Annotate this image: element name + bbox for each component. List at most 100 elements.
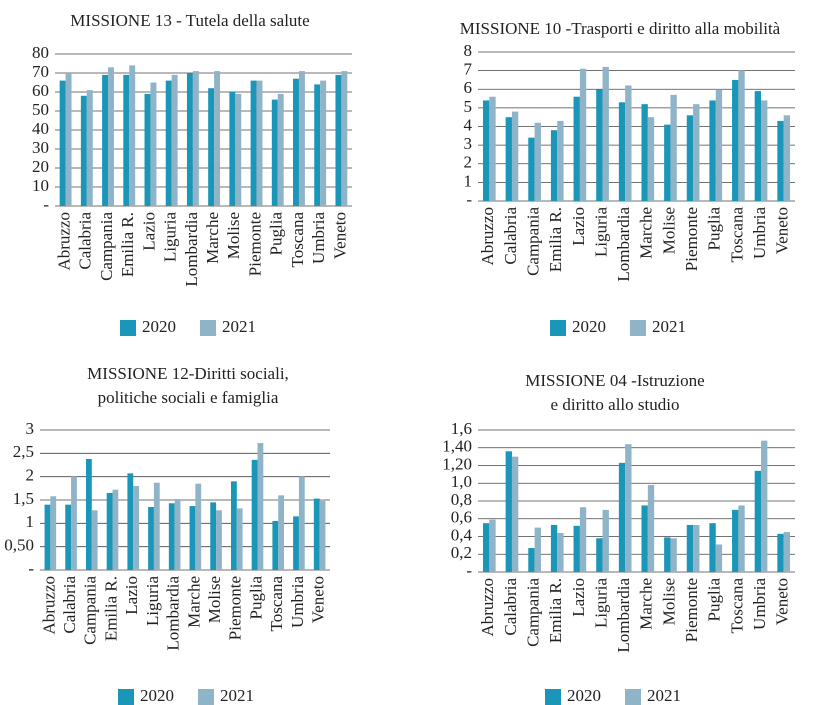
bar xyxy=(44,504,51,570)
y-tick-label: 70 xyxy=(32,62,49,81)
legend-label: 2020 xyxy=(567,686,601,705)
bar xyxy=(670,538,677,572)
bar xyxy=(534,527,541,572)
legend-swatch xyxy=(200,320,216,336)
y-tick-label: 2 xyxy=(26,466,35,485)
y-tick-label: 1,20 xyxy=(442,454,472,473)
x-tick-label: Lazio xyxy=(122,576,141,615)
x-tick-label: Emilia R. xyxy=(118,212,137,277)
bar xyxy=(550,130,558,201)
bar xyxy=(573,96,580,201)
bar xyxy=(783,532,791,572)
legend-label: 2021 xyxy=(652,317,686,336)
x-tick-label: Liguria xyxy=(143,576,162,626)
bar xyxy=(709,523,716,572)
x-tick-label: Lombardia xyxy=(182,212,201,287)
bar xyxy=(664,537,671,572)
legend-swatch xyxy=(550,320,566,336)
bar xyxy=(528,548,535,572)
y-tick-label: 10 xyxy=(32,176,49,195)
x-tick-label: Lazio xyxy=(139,212,158,251)
x-tick-label: Puglia xyxy=(267,212,286,256)
y-tick-label: 30 xyxy=(32,138,49,157)
y-tick-label: 2,5 xyxy=(13,442,34,461)
bar xyxy=(186,73,193,206)
x-tick-label: Puglia xyxy=(705,578,724,622)
bar xyxy=(641,505,648,572)
x-tick-label: Toscana xyxy=(727,207,746,263)
x-tick-label: Molise xyxy=(224,212,243,259)
y-tick-label: 6 xyxy=(464,78,473,97)
x-tick-label: Liguria xyxy=(591,578,610,628)
bar xyxy=(85,458,92,570)
bar xyxy=(693,524,700,572)
bar xyxy=(738,70,745,201)
bar xyxy=(511,111,519,201)
bar xyxy=(602,66,609,202)
x-tick-label: Piemonte xyxy=(226,576,245,640)
bar xyxy=(320,80,327,206)
legend-label: 2020 xyxy=(142,317,176,336)
y-tick-label: 4 xyxy=(464,115,473,134)
bar xyxy=(314,84,321,206)
bar xyxy=(171,74,178,207)
bar xyxy=(618,462,626,572)
x-tick-label: Abruzzo xyxy=(478,578,497,637)
y-tick-label: 2 xyxy=(464,153,473,172)
x-tick-label: Liguria xyxy=(161,212,180,262)
bar xyxy=(761,100,768,201)
x-tick-label: Umbria xyxy=(288,576,307,628)
bar xyxy=(129,65,136,207)
x-tick-label: Veneto xyxy=(330,212,349,259)
legend-label: 2020 xyxy=(572,317,606,336)
x-tick-label: Lazio xyxy=(569,578,588,617)
bar xyxy=(715,544,723,572)
x-tick-label: Abruzzo xyxy=(39,576,58,635)
y-tick-label: 1,6 xyxy=(451,419,472,438)
x-tick-label: Umbria xyxy=(750,578,769,630)
legend-swatch xyxy=(630,320,646,336)
x-tick-label: Piemonte xyxy=(245,212,264,276)
bar xyxy=(686,115,694,201)
x-tick-label: Emilia R. xyxy=(101,576,120,641)
bar xyxy=(150,82,157,206)
bar xyxy=(86,90,93,206)
bar xyxy=(732,509,739,572)
bar xyxy=(236,508,243,570)
bar xyxy=(189,506,196,570)
bar xyxy=(693,104,700,201)
bar xyxy=(192,71,199,206)
y-tick-label: 8 xyxy=(464,41,473,60)
bar xyxy=(65,73,72,206)
x-tick-label: Lombardia xyxy=(164,576,183,651)
bar xyxy=(277,93,284,206)
x-tick-label: Molise xyxy=(659,578,678,625)
y-tick-label: 0,2 xyxy=(451,543,472,562)
x-tick-label: Marche xyxy=(203,212,222,264)
x-tick-label: Piemonte xyxy=(682,207,701,271)
y-tick-label: 50 xyxy=(32,100,49,119)
legend-swatch xyxy=(118,689,134,705)
bar xyxy=(168,503,175,570)
bar xyxy=(602,509,609,572)
chart-title: politiche sociali e famiglia xyxy=(98,388,279,407)
x-tick-label: Marche xyxy=(637,207,656,259)
bar xyxy=(102,74,109,207)
x-tick-label: Toscana xyxy=(267,576,286,632)
x-tick-label: Marche xyxy=(637,578,656,630)
bar xyxy=(298,476,305,570)
bar xyxy=(229,92,236,206)
y-tick-label: 3 xyxy=(26,419,35,438)
bar xyxy=(256,80,263,206)
x-tick-label: Emilia R. xyxy=(546,578,565,643)
y-tick-label: 40 xyxy=(32,119,49,138)
bar xyxy=(625,444,632,572)
x-tick-label: Toscana xyxy=(727,578,746,634)
x-tick-label: Campania xyxy=(81,576,100,645)
x-tick-label: Campania xyxy=(524,578,543,647)
x-tick-label: Campania xyxy=(97,212,116,281)
legend-swatch xyxy=(120,320,136,336)
bar xyxy=(489,519,496,572)
bar xyxy=(618,102,626,201)
bar xyxy=(144,93,151,206)
